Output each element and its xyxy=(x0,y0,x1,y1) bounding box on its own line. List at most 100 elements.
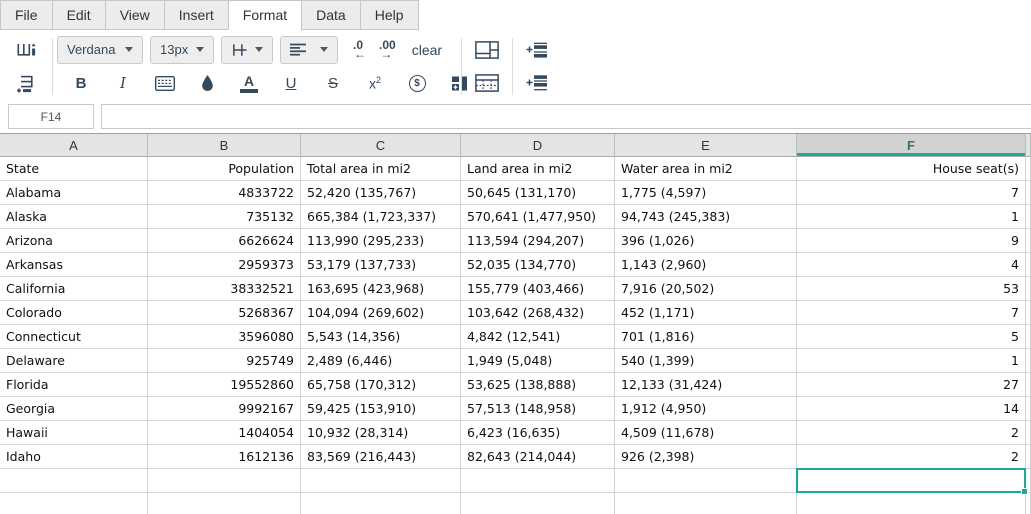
cell-B2[interactable]: 4833722 xyxy=(148,181,301,205)
cell-E2[interactable]: 1,775 (4,597) xyxy=(615,181,797,205)
cell-C15[interactable] xyxy=(301,493,461,514)
cell-B14[interactable] xyxy=(148,469,301,493)
column-header-B[interactable]: B xyxy=(148,134,301,157)
cell-D10[interactable]: 53,625 (138,888) xyxy=(461,373,615,397)
cell-D7[interactable]: 103,642 (268,432) xyxy=(461,301,615,325)
cell-D6[interactable]: 155,779 (403,466) xyxy=(461,277,615,301)
alignment-dropdown[interactable] xyxy=(280,35,338,64)
cell-A1[interactable]: State xyxy=(0,157,148,181)
cell-A3[interactable]: Alaska xyxy=(0,205,148,229)
cell-E13[interactable]: 926 (2,398) xyxy=(615,445,797,469)
cell-C12[interactable]: 10,932 (28,314) xyxy=(301,421,461,445)
cell-C2[interactable]: 52,420 (135,767) xyxy=(301,181,461,205)
cell-E1[interactable]: Water area in mi2 xyxy=(615,157,797,181)
cell-A13[interactable]: Idaho xyxy=(0,445,148,469)
italic-button[interactable]: I xyxy=(111,70,135,96)
cell-A15[interactable] xyxy=(0,493,148,514)
cell-F5[interactable]: 4 xyxy=(797,253,1026,277)
cell-F15[interactable] xyxy=(797,493,1026,514)
cell-F3[interactable]: 1 xyxy=(797,205,1026,229)
menu-tab-data[interactable]: Data xyxy=(301,0,361,30)
cell-B7[interactable]: 5268367 xyxy=(148,301,301,325)
cell-A5[interactable]: Arkansas xyxy=(0,253,148,277)
menu-tab-view[interactable]: View xyxy=(104,0,165,30)
cell-D5[interactable]: 52,035 (134,770) xyxy=(461,253,615,277)
add-column-button[interactable] xyxy=(14,37,38,63)
cell-C13[interactable]: 83,569 (216,443) xyxy=(301,445,461,469)
menu-tab-help[interactable]: Help xyxy=(359,0,419,30)
cell-C7[interactable]: 104,094 (269,602) xyxy=(301,301,461,325)
cell-F2[interactable]: 7 xyxy=(797,181,1026,205)
menu-tab-insert[interactable]: Insert xyxy=(163,0,229,30)
cell-B12[interactable]: 1404054 xyxy=(148,421,301,445)
cell-D12[interactable]: 6,423 (16,635) xyxy=(461,421,615,445)
cell-E7[interactable]: 452 (1,171) xyxy=(615,301,797,325)
cell-A2[interactable]: Alabama xyxy=(0,181,148,205)
cell-A6[interactable]: California xyxy=(0,277,148,301)
cell-C10[interactable]: 65,758 (170,312) xyxy=(301,373,461,397)
cell-E4[interactable]: 396 (1,026) xyxy=(615,229,797,253)
cell-F12[interactable]: 2 xyxy=(797,421,1026,445)
cell-D2[interactable]: 50,645 (131,170) xyxy=(461,181,615,205)
cell-F1[interactable]: House seat(s) xyxy=(797,157,1026,181)
increase-decimal-button[interactable]: .00 → xyxy=(379,37,396,61)
cell-A10[interactable]: Florida xyxy=(0,373,148,397)
cell-B9[interactable]: 925749 xyxy=(148,349,301,373)
cell-A7[interactable]: Colorado xyxy=(0,301,148,325)
cell-D3[interactable]: 570,641 (1,477,950) xyxy=(461,205,615,229)
cell-F4[interactable]: 9 xyxy=(797,229,1026,253)
cell-D14[interactable] xyxy=(461,469,615,493)
formula-input[interactable] xyxy=(101,104,1031,129)
bold-button[interactable]: B xyxy=(69,70,93,96)
cell-C5[interactable]: 53,179 (137,733) xyxy=(301,253,461,277)
cell-A8[interactable]: Connecticut xyxy=(0,325,148,349)
decrease-decimal-button[interactable]: .0 ← xyxy=(353,37,366,61)
fill-color-button[interactable] xyxy=(195,70,219,96)
currency-format-button[interactable]: $ xyxy=(405,70,429,96)
column-header-D[interactable]: D xyxy=(461,134,615,157)
column-header-C[interactable]: C xyxy=(301,134,461,157)
merge-blocks-button[interactable] xyxy=(447,70,471,96)
cell-D1[interactable]: Land area in mi2 xyxy=(461,157,615,181)
cell-E14[interactable] xyxy=(615,469,797,493)
cell-E15[interactable] xyxy=(615,493,797,514)
font-size-dropdown[interactable]: 13px xyxy=(150,35,214,64)
cell-E8[interactable]: 701 (1,816) xyxy=(615,325,797,349)
cell-C9[interactable]: 2,489 (6,446) xyxy=(301,349,461,373)
column-header-A[interactable]: A xyxy=(0,134,148,157)
cell-E3[interactable]: 94,743 (245,383) xyxy=(615,205,797,229)
cell-E9[interactable]: 540 (1,399) xyxy=(615,349,797,373)
menu-tab-file[interactable]: File xyxy=(0,0,53,30)
cell-A11[interactable]: Georgia xyxy=(0,397,148,421)
underline-button[interactable]: U xyxy=(279,70,303,96)
font-family-dropdown[interactable]: Verdana xyxy=(57,35,143,64)
cell-D15[interactable] xyxy=(461,493,615,514)
cell-A12[interactable]: Hawaii xyxy=(0,421,148,445)
cell-B10[interactable]: 19552860 xyxy=(148,373,301,397)
clear-formatting-button[interactable]: clear xyxy=(411,41,443,58)
merge-cells-button[interactable] xyxy=(475,37,499,63)
cell-F6[interactable]: 53 xyxy=(797,277,1026,301)
add-row-button[interactable] xyxy=(14,70,38,96)
cell-C4[interactable]: 113,990 (295,233) xyxy=(301,229,461,253)
cell-C11[interactable]: 59,425 (153,910) xyxy=(301,397,461,421)
cell-B4[interactable]: 6626624 xyxy=(148,229,301,253)
cell-F8[interactable]: 5 xyxy=(797,325,1026,349)
cell-borders-button[interactable] xyxy=(153,70,177,96)
cell-B1[interactable]: Population xyxy=(148,157,301,181)
menu-tab-format[interactable]: Format xyxy=(227,0,303,30)
cell-F9[interactable]: 1 xyxy=(797,349,1026,373)
cell-C1[interactable]: Total area in mi2 xyxy=(301,157,461,181)
cell-C8[interactable]: 5,543 (14,356) xyxy=(301,325,461,349)
table-borders-button[interactable] xyxy=(475,70,499,96)
cell-F7[interactable]: 7 xyxy=(797,301,1026,325)
cell-D13[interactable]: 82,643 (214,044) xyxy=(461,445,615,469)
cell-E12[interactable]: 4,509 (11,678) xyxy=(615,421,797,445)
cell-E5[interactable]: 1,143 (2,960) xyxy=(615,253,797,277)
cell-A14[interactable] xyxy=(0,469,148,493)
cell-D4[interactable]: 113,594 (294,207) xyxy=(461,229,615,253)
cell-C6[interactable]: 163,695 (423,968) xyxy=(301,277,461,301)
cell-E10[interactable]: 12,133 (31,424) xyxy=(615,373,797,397)
cell-B6[interactable]: 38332521 xyxy=(148,277,301,301)
cell-D9[interactable]: 1,949 (5,048) xyxy=(461,349,615,373)
